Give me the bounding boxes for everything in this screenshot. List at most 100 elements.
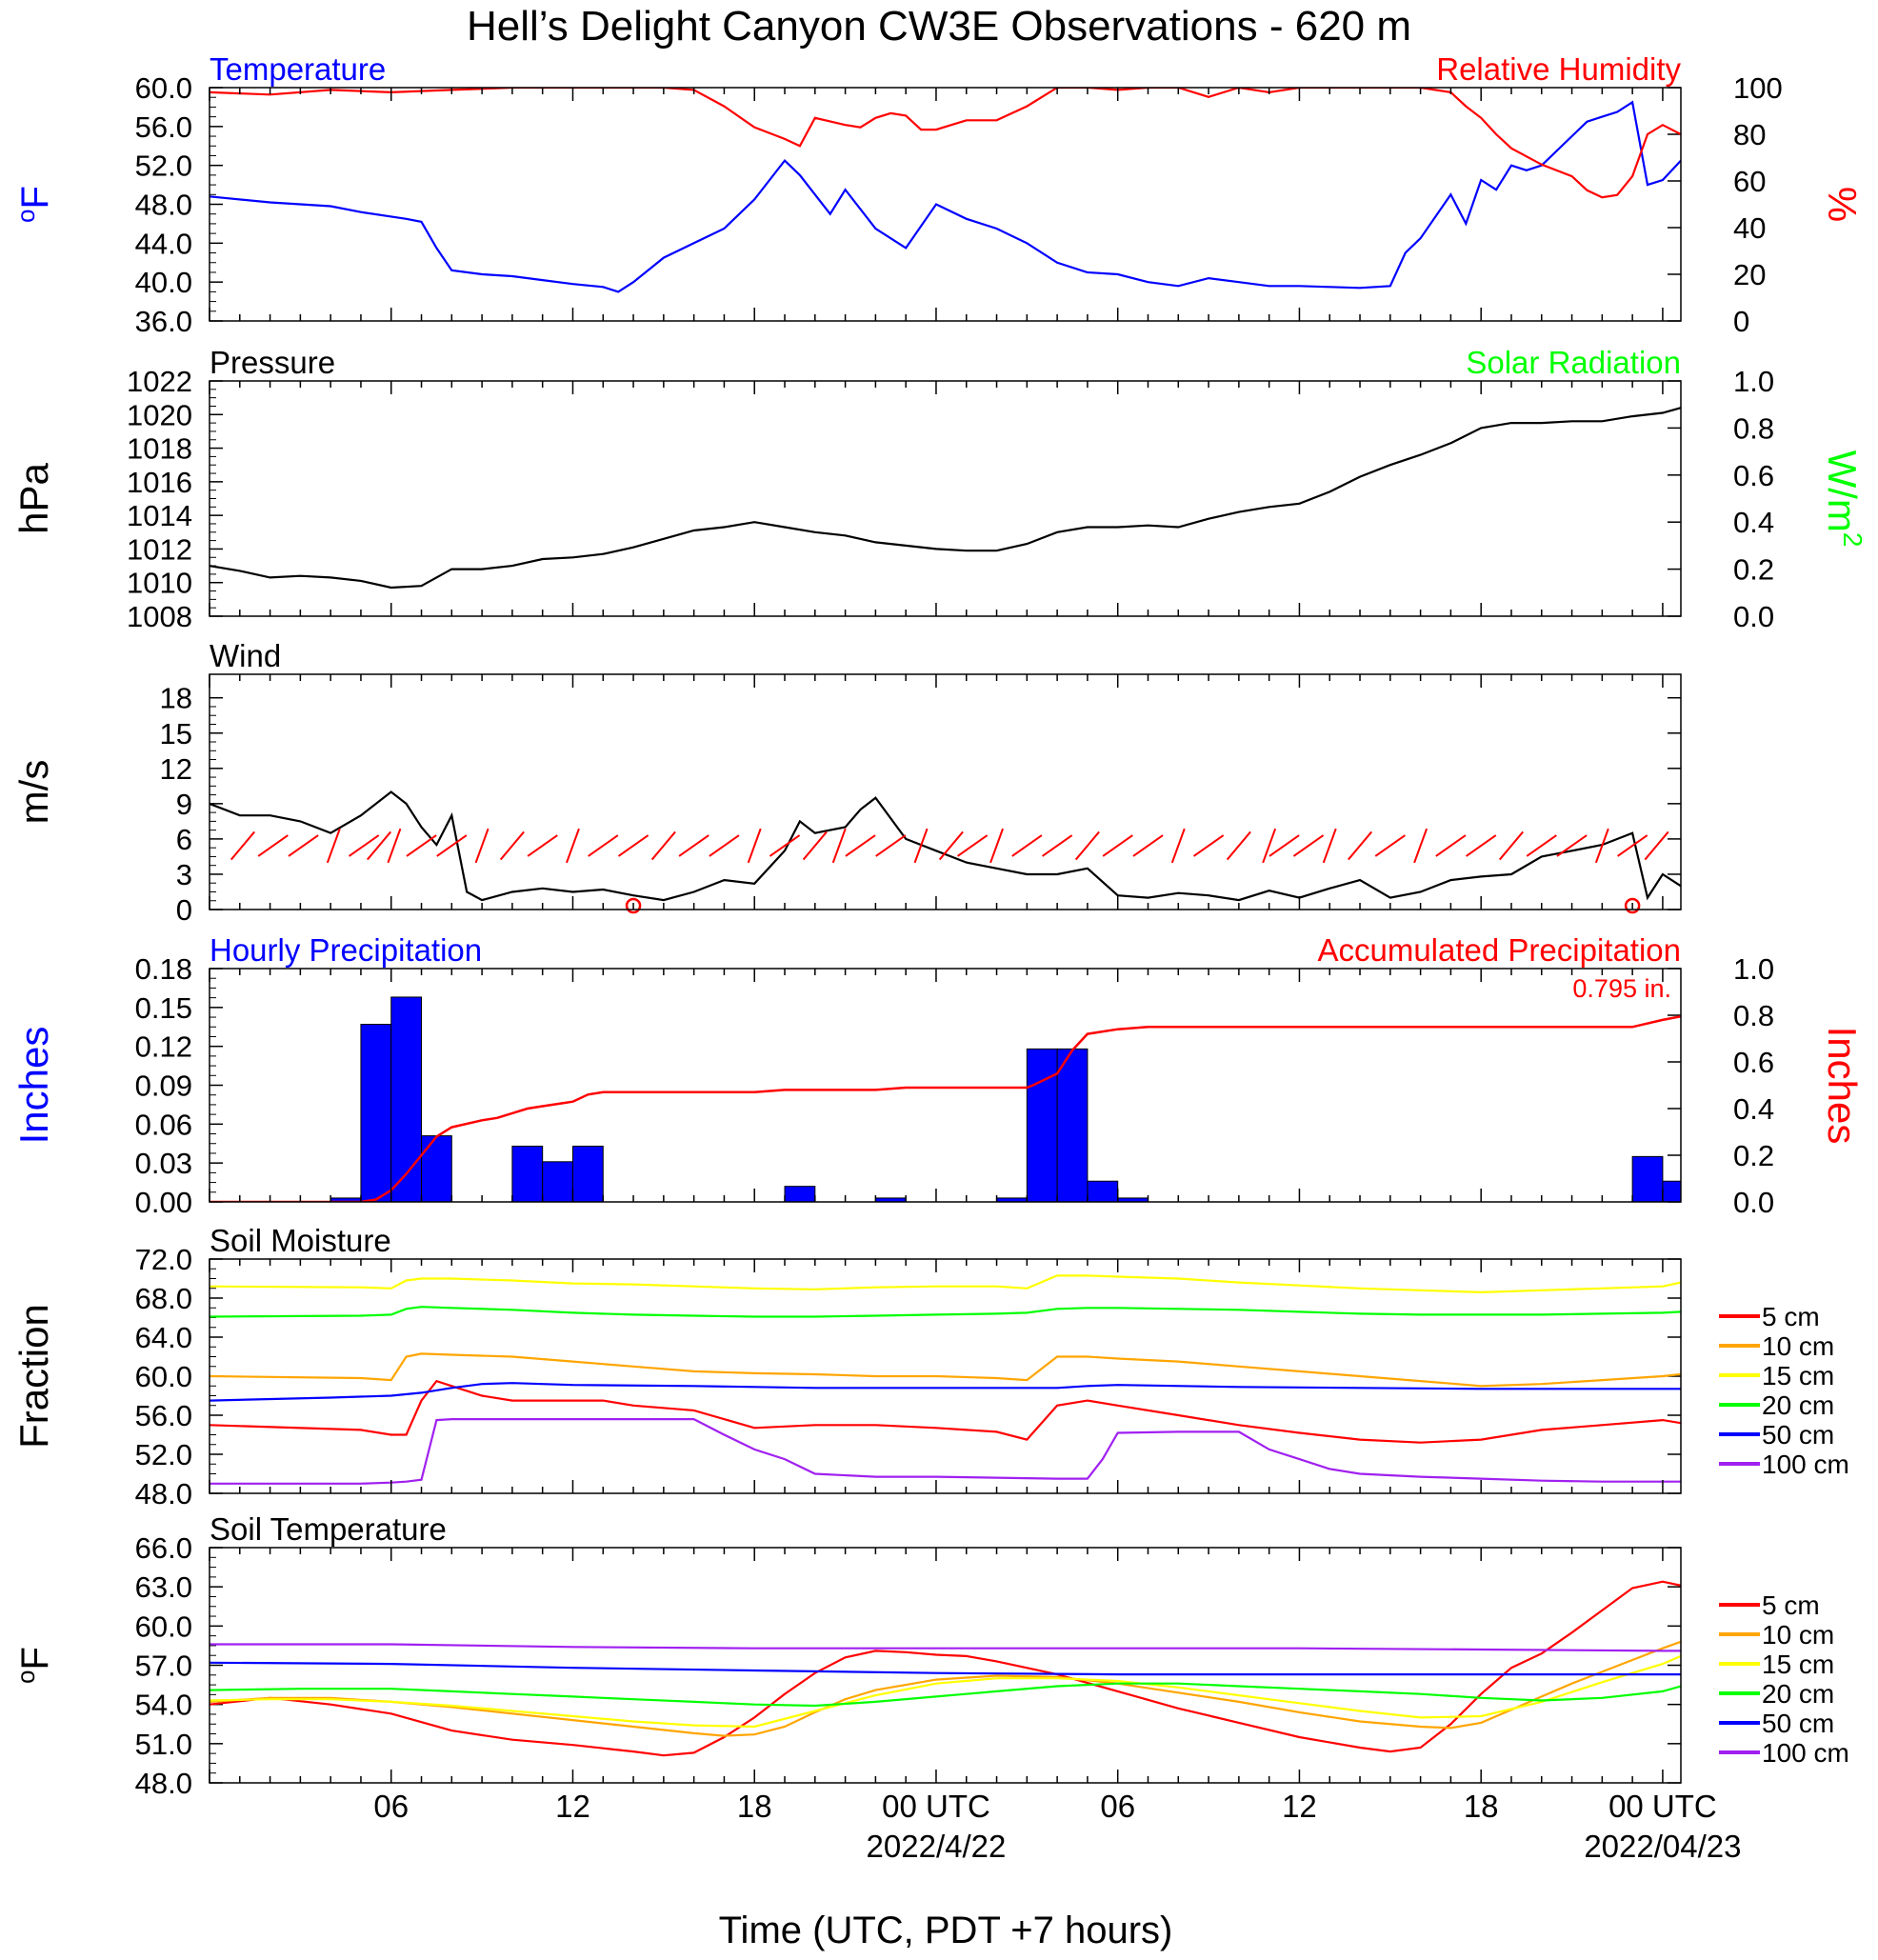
legend-label: 20 cm: [1762, 1679, 1834, 1709]
wind-barb: [709, 834, 740, 857]
time-axis: 06 12 18 00 UTC 2022/4/22 06 12 18 00 UTC 2022/04…: [373, 1789, 1741, 1864]
wind-barb: [1322, 828, 1337, 864]
y-tick-label: 44.0: [135, 227, 192, 260]
wind-barb: [348, 834, 380, 857]
wind-barb: [1498, 830, 1524, 861]
panel-soil_moisture: 48.0 52.0 56.0 60.0 64.0 68.0 72.0 Fraction Soil…: [11, 1223, 1849, 1510]
x-tick-label: 06: [373, 1789, 409, 1824]
wind-barb: [1292, 834, 1325, 857]
wind-barb: [1348, 830, 1373, 861]
legend-label: 50 cm: [1762, 1709, 1834, 1738]
wind-barb: [230, 830, 255, 861]
x-tick-label: 18: [737, 1789, 772, 1824]
plot-area: [210, 1580, 1681, 1757]
panel-title-right: Solar Radiation: [1466, 345, 1681, 380]
wind-barb: [769, 834, 801, 857]
panel-soil_temperature: 48.0 51.0 54.0 57.0 60.0 63.0 66.0 oF Soil Tempe…: [11, 1511, 1849, 1800]
wind-barb: [913, 828, 929, 864]
panel-title-right: Relative Humidity: [1436, 51, 1681, 87]
wind-barb: [831, 828, 847, 864]
wind-barb: [1226, 830, 1251, 861]
y-tick-label: 72.0: [135, 1243, 192, 1276]
y2-tick-label: 0.8: [1733, 411, 1774, 445]
y-tick-label: 66.0: [135, 1531, 192, 1565]
x-date-label: 2022/04/23: [1584, 1829, 1741, 1864]
legend-label: 50 cm: [1762, 1420, 1834, 1450]
wind-barb: [1435, 834, 1467, 857]
y2-tick-label: 0.0: [1733, 1186, 1774, 1219]
wind-barb: [678, 834, 709, 857]
x-tick-label: 00 UTC: [882, 1789, 990, 1824]
wind-barb: [406, 834, 437, 857]
y-tick-label: 0.18: [135, 952, 192, 986]
y-tick-label: 12: [160, 752, 192, 786]
y2-tick-label: 80: [1733, 118, 1766, 151]
y-tick-label: 0.03: [135, 1147, 192, 1180]
wind-barb: [1616, 834, 1648, 857]
y-tick-label: 52.0: [135, 150, 192, 183]
wind-barb: [1102, 834, 1133, 857]
wind-barb: [288, 834, 319, 857]
chart-title: Hell’s Delight Canyon CW3E Observations …: [467, 3, 1411, 50]
panel-title: Pressure: [210, 345, 335, 380]
wind-barb: [1594, 828, 1609, 864]
x-date-label: 2022/4/22: [867, 1829, 1007, 1864]
x-axis-label: Time (UTC, PDT +7 hours): [719, 1910, 1173, 1951]
y-tick-label: 0.06: [135, 1108, 192, 1141]
panel-frame: [209, 87, 1682, 322]
y2-tick-label: 1.0: [1733, 952, 1774, 986]
y-tick-label: 56.0: [135, 110, 192, 144]
wind-barb: [875, 834, 907, 857]
x-tick-label: 00 UTC: [1608, 1789, 1717, 1824]
wind-barb: [802, 830, 828, 861]
y-axis-label: m/s: [11, 760, 56, 825]
precip-bar: [511, 1145, 544, 1202]
panel-title: Hourly Precipitation: [210, 932, 482, 968]
series-line: [210, 1654, 1681, 1729]
x-tick-label: 12: [555, 1789, 590, 1824]
y-tick-label: 60.0: [135, 1610, 192, 1643]
wind-barb: [650, 830, 676, 861]
accum-annotation: 0.795 in.: [1572, 974, 1671, 1003]
y-tick-label: 0.15: [135, 991, 192, 1025]
panel-frame: [209, 968, 1682, 1203]
wind-barb: [989, 828, 1004, 864]
wind-barb: [845, 834, 876, 857]
wind-barb: [1011, 834, 1043, 857]
y-tick-label: 1020: [127, 398, 192, 431]
wind-barb: [367, 830, 392, 861]
panels: 36.040.044.048.052.056.060.0020406080100…: [11, 51, 1868, 1800]
y-tick-label: 57.0: [135, 1650, 192, 1683]
y-tick-label: 60.0: [135, 71, 192, 105]
legend-label: 15 cm: [1762, 1650, 1834, 1679]
precip-bar: [1631, 1155, 1664, 1202]
y-axis-label: Inches: [11, 1027, 56, 1145]
precip-bar: [1026, 1048, 1058, 1202]
y2-tick-label: 20: [1733, 258, 1766, 291]
y2-axis-label: %: [1820, 187, 1865, 222]
y-tick-label: 68.0: [135, 1282, 192, 1315]
wind-barb: [1466, 834, 1497, 857]
legend-label: 100 cm: [1762, 1738, 1849, 1768]
series-line: [210, 1306, 1681, 1318]
wind-barb: [617, 834, 649, 857]
y2-tick-label: 0.4: [1733, 506, 1774, 539]
wind-barb: [1074, 830, 1100, 861]
legend-label: 10 cm: [1762, 1331, 1834, 1361]
wind-barb: [1192, 834, 1225, 857]
legend-label: 15 cm: [1762, 1361, 1834, 1390]
y2-axis-label: Inches: [1820, 1027, 1865, 1145]
x-tick-label: 06: [1100, 1789, 1135, 1824]
wind-barb: [474, 828, 489, 864]
series-line: [210, 1382, 1681, 1402]
y-tick-label: 1010: [127, 567, 192, 600]
x-tick-label: 18: [1464, 1789, 1499, 1824]
y-tick-label: 15: [160, 717, 192, 750]
y-tick-label: 1016: [127, 466, 192, 499]
series-line: [210, 100, 1681, 293]
y-tick-label: 18: [160, 682, 192, 715]
y-tick-label: 0.09: [135, 1070, 192, 1103]
wind-barb: [956, 834, 989, 857]
